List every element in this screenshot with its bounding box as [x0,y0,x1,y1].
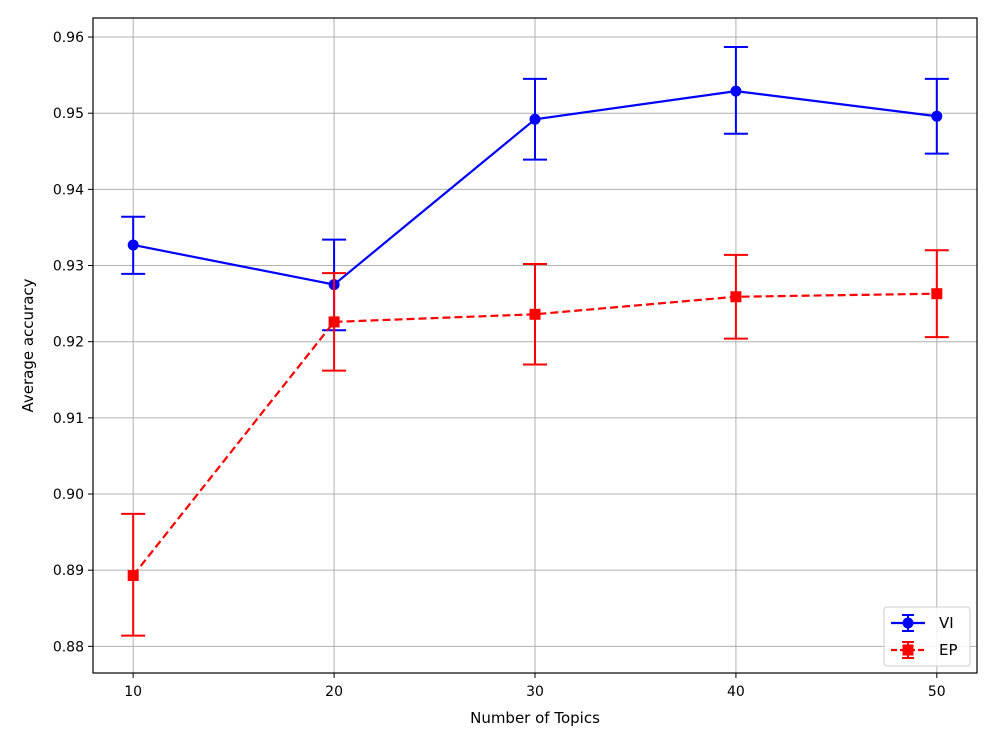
y-tick-label: 0.92 [53,335,84,351]
data-point [931,110,943,122]
y-tick-label: 0.96 [53,30,84,46]
y-tick-label: 0.95 [53,106,84,122]
data-point [931,288,943,300]
y-tick-label: 0.94 [53,182,84,198]
legend-marker [902,617,914,629]
legend: VI EP [883,606,971,667]
y-tick-label: 0.90 [53,487,84,503]
series-line [132,292,937,577]
ticks: 10 20 30 40 50 0.88 0.89 0.90 0.91 0.92 0.93 0.94 0.… [53,30,946,700]
data-point [730,291,742,303]
x-tick-label: 30 [526,684,544,700]
y-tick-label: 0.89 [53,563,84,579]
data-point [529,113,541,125]
legend-label: EP [939,641,958,659]
data-point [127,570,139,582]
series-layer [121,45,949,637]
series-ep [121,249,949,637]
data-point [529,308,541,320]
y-tick-label: 0.91 [53,411,84,427]
x-tick-label: 20 [325,684,343,700]
y-tick-label: 0.88 [53,639,84,655]
legend-label: VI [939,614,954,632]
data-point [730,85,742,97]
x-tick-label: 50 [928,684,946,700]
x-tick-label: 40 [727,684,745,700]
y-axis-label: Average accuracy [19,278,37,412]
legend-marker [902,644,914,656]
data-point [328,316,340,328]
x-tick-label: 10 [124,684,142,700]
y-tick-label: 0.93 [53,259,84,275]
data-point [127,239,139,251]
x-axis-label: Number of Topics [470,709,600,727]
